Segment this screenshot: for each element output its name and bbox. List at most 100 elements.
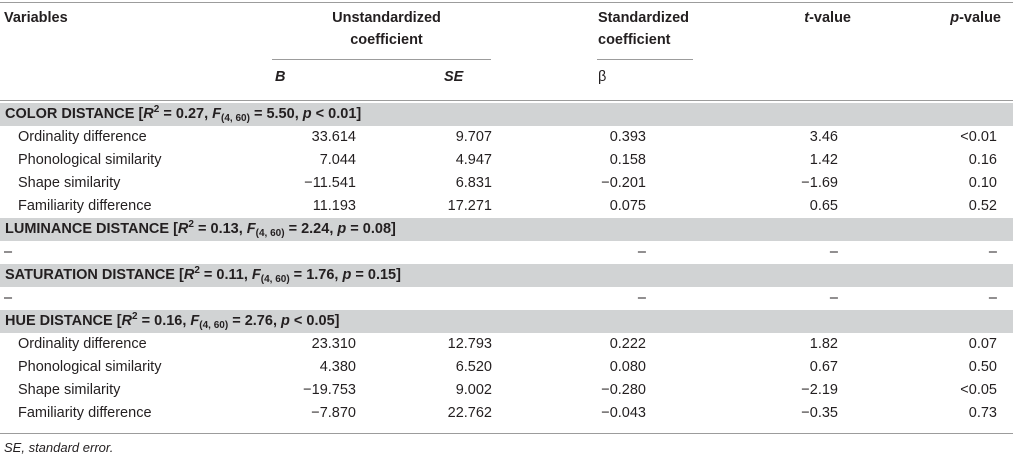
cell-t-value: −2.19 bbox=[801, 382, 838, 398]
header-standardized: Standardized coefficient bbox=[598, 7, 689, 51]
section-title: SATURATION DISTANCE [R2 = 0.11, F(4, 60)… bbox=[5, 265, 401, 285]
stat-symbol: 2 bbox=[153, 104, 160, 115]
table-row: – – – – bbox=[0, 287, 1013, 310]
cell-b: 7.044 bbox=[319, 152, 356, 168]
cell-beta: −0.201 bbox=[601, 175, 646, 191]
table-row: – – – – bbox=[0, 241, 1013, 264]
section-title: COLOR DISTANCE [R2 = 0.27, F(4, 60) = 5.… bbox=[5, 104, 362, 124]
header-t-rest: -value bbox=[809, 10, 851, 26]
cell-t-value: 0.67 bbox=[809, 359, 838, 375]
section-name: SATURATION DISTANCE bbox=[5, 267, 175, 283]
cell-se: 6.520 bbox=[455, 359, 492, 375]
stat-symbol: p bbox=[337, 221, 347, 237]
section-r2: 0.11 bbox=[216, 267, 244, 283]
section-r2: 0.13 bbox=[210, 221, 239, 237]
stat-symbol: F bbox=[190, 313, 200, 329]
table-row: Phonological similarity 4.380 6.520 0.080 0.… bbox=[0, 356, 1013, 379]
cell-variable: – bbox=[4, 290, 13, 306]
table-top-rule bbox=[0, 2, 1013, 3]
stat-symbol: p bbox=[281, 313, 290, 329]
section-r2: 0.27 bbox=[175, 106, 205, 122]
stat-symbol: p bbox=[302, 106, 312, 122]
table-row: Phonological similarity 7.044 4.947 0.158 1.… bbox=[0, 149, 1013, 172]
table-row: Ordinality difference 23.310 12.793 0.222 1.… bbox=[0, 333, 1013, 356]
cell-variable: Shape similarity bbox=[18, 382, 121, 398]
cell-b: 23.310 bbox=[311, 336, 356, 352]
stat-symbol: 2 bbox=[188, 219, 194, 230]
unstandardized-underline bbox=[272, 59, 491, 60]
cell-variable: – bbox=[4, 244, 13, 260]
section-header-row: COLOR DISTANCE [R2 = 0.27, F(4, 60) = 5.… bbox=[0, 103, 1013, 126]
cell-se: 22.762 bbox=[447, 405, 492, 421]
cell-variable: Ordinality difference bbox=[18, 129, 147, 145]
section-df: (4, 60) bbox=[221, 113, 250, 124]
cell-t-value: 3.46 bbox=[809, 129, 838, 145]
cell-beta: – bbox=[637, 290, 646, 306]
section-p: 0.08 bbox=[362, 221, 392, 237]
cell-beta: −0.043 bbox=[601, 405, 646, 421]
section-f: 2.76 bbox=[244, 313, 273, 329]
cell-beta: −0.280 bbox=[601, 382, 646, 398]
cell-beta: 0.393 bbox=[609, 129, 646, 145]
header-b: B bbox=[275, 69, 286, 85]
cell-p-value: 0.52 bbox=[968, 198, 997, 214]
cell-p-value: 0.10 bbox=[968, 175, 997, 191]
cell-p-value: <0.05 bbox=[960, 382, 997, 398]
cell-se: 6.831 bbox=[455, 175, 492, 191]
header-unstandardized: Unstandardized coefficient bbox=[280, 7, 493, 51]
cell-se: 9.002 bbox=[455, 382, 492, 398]
stat-symbol: R bbox=[143, 106, 154, 122]
cell-t-value: −1.69 bbox=[801, 175, 838, 191]
section-title: HUE DISTANCE [R2 = 0.16, F(4, 60) = 2.76… bbox=[5, 311, 340, 331]
section-p-op: < bbox=[293, 313, 303, 329]
stat-symbol: F bbox=[251, 267, 261, 283]
header-t-italic: t bbox=[804, 10, 810, 26]
cell-p-value: 0.50 bbox=[968, 359, 997, 375]
cell-p-value: 0.73 bbox=[968, 405, 997, 421]
cell-p-value: 0.16 bbox=[968, 152, 997, 168]
header-se: SE bbox=[444, 69, 464, 85]
table-row: Familiarity difference −7.870 22.762 −0.043… bbox=[0, 402, 1013, 425]
stat-symbol: F bbox=[246, 221, 256, 237]
cell-p-value: – bbox=[988, 290, 997, 306]
cell-beta: 0.080 bbox=[609, 359, 646, 375]
section-f: 1.76 bbox=[306, 267, 335, 283]
table-row: Familiarity difference 11.193 17.271 0.075 0… bbox=[0, 195, 1013, 218]
header-p-rest: -value bbox=[959, 10, 1001, 26]
table-row: Shape similarity −11.541 6.831 −0.201 −1.69 0… bbox=[0, 172, 1013, 195]
section-title: LUMINANCE DISTANCE [R2 = 0.13, F(4, 60) … bbox=[5, 219, 396, 239]
header-p-value: p-value bbox=[950, 7, 1001, 29]
cell-t-value: 1.42 bbox=[809, 152, 838, 168]
section-p: 0.05 bbox=[306, 313, 335, 329]
section-r2: 0.16 bbox=[154, 313, 183, 329]
section-f: 2.24 bbox=[301, 221, 330, 237]
table-bottom-rule bbox=[0, 433, 1013, 434]
cell-b: −7.870 bbox=[311, 405, 356, 421]
header-bottom-rule bbox=[0, 100, 1013, 101]
cell-variable: Phonological similarity bbox=[18, 152, 162, 168]
section-header-row: HUE DISTANCE [R2 = 0.16, F(4, 60) = 2.76… bbox=[0, 310, 1013, 333]
section-name: LUMINANCE DISTANCE bbox=[5, 221, 170, 237]
cell-beta: 0.158 bbox=[609, 152, 646, 168]
header-unstandardized-line2: coefficient bbox=[350, 32, 423, 48]
cell-t-value: −0.35 bbox=[801, 405, 838, 421]
section-df: (4, 60) bbox=[255, 228, 285, 239]
cell-se: 12.793 bbox=[447, 336, 492, 352]
cell-se: 9.707 bbox=[455, 129, 492, 145]
section-p-op: < bbox=[315, 106, 325, 122]
section-df: (4, 60) bbox=[260, 274, 290, 285]
section-df: (4, 60) bbox=[199, 320, 229, 331]
cell-beta: 0.222 bbox=[609, 336, 646, 352]
header-standardized-line2: coefficient bbox=[598, 32, 671, 48]
cell-t-value: 1.82 bbox=[809, 336, 838, 352]
section-header-row: SATURATION DISTANCE [R2 = 0.11, F(4, 60)… bbox=[0, 264, 1013, 287]
cell-b: −19.753 bbox=[303, 382, 356, 398]
header-t-value: t-value bbox=[804, 7, 851, 29]
cell-beta: 0.075 bbox=[609, 198, 646, 214]
section-p-op: = bbox=[355, 267, 364, 283]
cell-variable: Shape similarity bbox=[18, 175, 121, 191]
section-name: COLOR DISTANCE bbox=[5, 106, 135, 122]
cell-b: 33.614 bbox=[311, 129, 356, 145]
stat-symbol: p bbox=[342, 267, 352, 283]
cell-t-value: 0.65 bbox=[809, 198, 838, 214]
